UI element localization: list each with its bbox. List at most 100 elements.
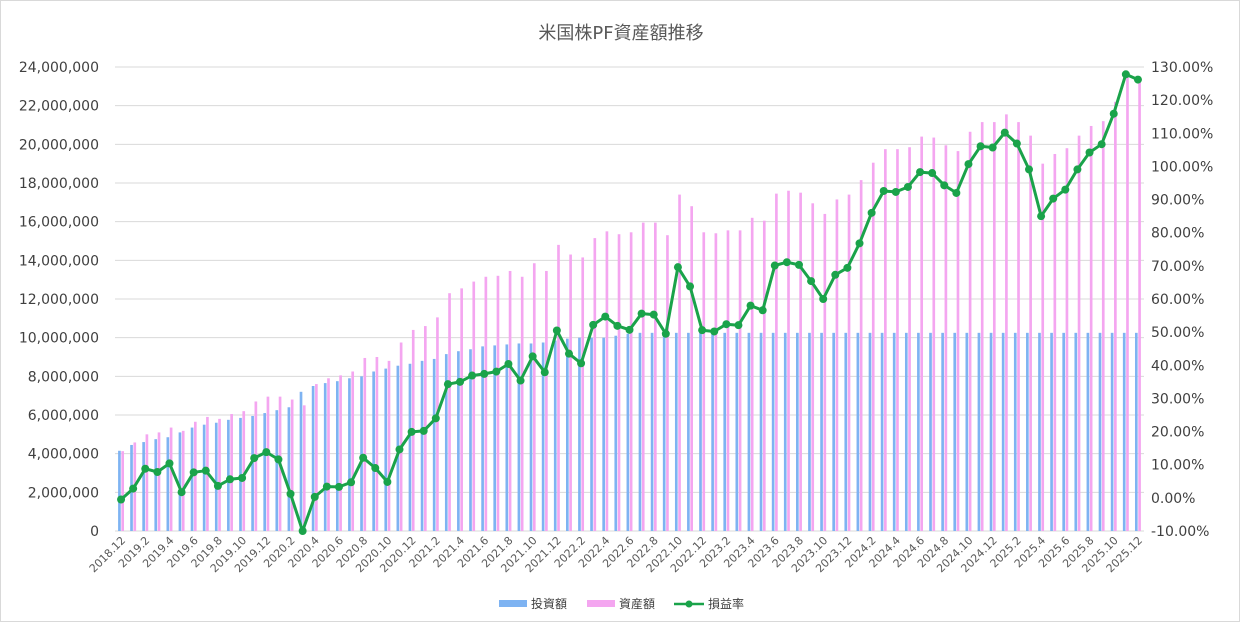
bar-investment <box>275 410 279 531</box>
return-rate-point <box>141 464 150 473</box>
bar-investment <box>832 332 835 531</box>
right-axis-tick-label: 10.00% <box>1151 458 1204 474</box>
bar-investment <box>904 332 908 531</box>
right-axis-tick-label: 40.00% <box>1151 358 1204 374</box>
bars <box>118 71 1141 532</box>
return-rate-point <box>117 495 126 504</box>
left-axis-tick-label: 18,000,000 <box>19 176 99 192</box>
return-rate-point <box>504 359 513 368</box>
bar-assets <box>242 411 246 531</box>
return-rate-point <box>407 427 416 436</box>
bar-investment <box>493 345 497 531</box>
legend-label-return: 損益率 <box>708 596 744 611</box>
left-axis-tick-label: 8,000,000 <box>28 369 99 385</box>
bar-investment <box>1001 332 1005 531</box>
line-series <box>117 70 1142 535</box>
return-rate-point <box>867 208 876 217</box>
bar-investment <box>1098 332 1102 531</box>
return-rate-point <box>903 182 912 191</box>
bar-assets <box>593 238 597 531</box>
return-rate-point <box>625 325 634 334</box>
return-rate-point <box>177 488 186 497</box>
bar-assets <box>315 384 318 531</box>
bar-assets <box>799 192 802 531</box>
bar-investment <box>1086 332 1090 531</box>
bar-investment <box>674 332 678 531</box>
bar-assets <box>980 122 984 531</box>
bar-assets <box>1041 163 1045 531</box>
bar-assets <box>254 401 258 531</box>
bar-assets <box>617 234 621 531</box>
bar-investment <box>372 371 375 531</box>
bar-assets <box>520 276 524 531</box>
bar-investment <box>759 332 763 531</box>
legend-swatch-return-marker <box>685 600 693 608</box>
bar-investment <box>566 338 569 531</box>
return-rate-point <box>1037 212 1046 221</box>
return-rate-point <box>564 349 573 358</box>
bar-assets <box>1053 154 1057 531</box>
bar-investment <box>844 332 848 531</box>
bar-assets <box>193 421 197 531</box>
return-rate-point <box>443 380 452 389</box>
return-rate-point <box>916 168 925 177</box>
bar-assets <box>762 220 766 531</box>
return-rate-point <box>928 169 937 178</box>
bar-investment <box>699 332 702 531</box>
bar-investment <box>892 332 896 531</box>
return-rate-point <box>1133 75 1142 84</box>
bar-assets <box>944 145 948 532</box>
return-rate-point <box>722 320 731 329</box>
return-rate-point <box>613 321 622 330</box>
return-rate-point <box>371 464 380 473</box>
bar-investment <box>965 332 969 531</box>
bar-investment <box>917 332 920 531</box>
return-rate-point <box>226 475 235 484</box>
bar-assets <box>871 162 875 531</box>
return-rate-point <box>601 312 610 321</box>
bar-investment <box>989 332 993 531</box>
bar-assets <box>932 137 936 532</box>
return-rate-point <box>540 368 549 377</box>
return-rate-point <box>516 376 525 385</box>
bar-assets <box>1089 125 1093 531</box>
bar-assets <box>532 263 536 531</box>
bar-investment <box>578 337 581 531</box>
return-rate-point <box>952 188 961 197</box>
bar-assets <box>351 371 355 531</box>
bar-investment <box>263 413 267 531</box>
bar-investment <box>469 349 472 531</box>
return-rate-point <box>855 239 864 248</box>
bar-investment <box>820 332 823 531</box>
bar-assets <box>496 275 500 531</box>
left-axis-tick-label: 12,000,000 <box>19 292 99 308</box>
right-axis-tick-label: 60.00% <box>1151 292 1204 308</box>
bar-investment <box>711 332 714 531</box>
return-rate-point <box>843 263 852 272</box>
return-rate-point <box>589 320 598 329</box>
bar-assets <box>266 396 270 531</box>
left-axis-tick-label: 16,000,000 <box>19 215 99 231</box>
return-rate-point <box>794 260 803 269</box>
return-rate-point <box>213 481 222 490</box>
return-rate-point <box>734 321 743 330</box>
bar-assets <box>1065 148 1069 531</box>
bar-investment <box>190 427 194 531</box>
bar-assets <box>472 281 476 531</box>
return-rate-point <box>310 492 319 501</box>
bar-investment <box>929 332 932 531</box>
left-axis-tick-label: 2,000,000 <box>28 485 99 501</box>
right-axis-tick-label: 30.00% <box>1151 391 1204 407</box>
bar-assets <box>1029 135 1032 531</box>
bar-assets <box>690 206 693 531</box>
bar-assets <box>750 217 754 532</box>
bar-investment <box>662 332 666 531</box>
legend-swatch-assets <box>587 600 615 607</box>
return-rate-point <box>1000 128 1009 137</box>
bar-investment <box>178 432 182 531</box>
bar-investment <box>214 422 218 531</box>
bar-investment <box>154 439 158 531</box>
return-rate-point <box>879 186 888 195</box>
bar-assets <box>884 149 887 531</box>
bar-assets <box>230 414 233 531</box>
